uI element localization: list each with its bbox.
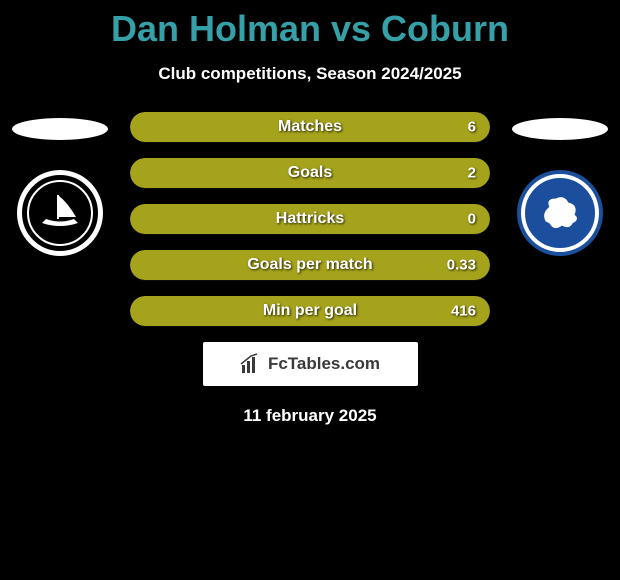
comparison-card: Dan Holman vs Coburn Club competitions, … (0, 0, 620, 580)
stat-label: Matches (278, 118, 342, 136)
footer-date: 11 february 2025 (130, 406, 490, 426)
stat-row-matches: Matches 6 (130, 112, 490, 142)
stat-label: Goals (288, 164, 332, 182)
stat-row-goals: Goals 2 (130, 158, 490, 188)
stat-label: Goals per match (247, 256, 372, 274)
right-team-badge (517, 170, 603, 256)
page-subtitle: Club competitions, Season 2024/2025 (0, 64, 620, 84)
stat-label: Min per goal (263, 302, 357, 320)
main-row: Matches 6 Goals 2 Hattricks 0 (0, 112, 620, 426)
stat-right-value: 2 (468, 165, 476, 182)
stat-right-value: 0.33 (447, 257, 476, 274)
stat-label: Hattricks (276, 210, 344, 228)
stat-row-hattricks: Hattricks 0 (130, 204, 490, 234)
sailboat-icon (36, 189, 84, 237)
stat-right-value: 0 (468, 211, 476, 228)
brand-box[interactable]: FcTables.com (203, 342, 418, 386)
page-title: Dan Holman vs Coburn (0, 0, 620, 50)
stats-column: Matches 6 Goals 2 Hattricks 0 (110, 112, 510, 426)
stat-row-min-per-goal: Min per goal 416 (130, 296, 490, 326)
brand-label: FcTables.com (268, 354, 380, 374)
right-column (510, 112, 610, 256)
stat-right-value: 416 (451, 303, 476, 320)
left-column (10, 112, 110, 256)
chart-bars-icon (240, 353, 262, 375)
left-team-badge (17, 170, 103, 256)
left-player-silhouette (12, 118, 108, 140)
stat-right-value: 6 (468, 119, 476, 136)
right-player-silhouette (512, 118, 608, 140)
lion-icon (536, 189, 584, 237)
stat-row-goals-per-match: Goals per match 0.33 (130, 250, 490, 280)
